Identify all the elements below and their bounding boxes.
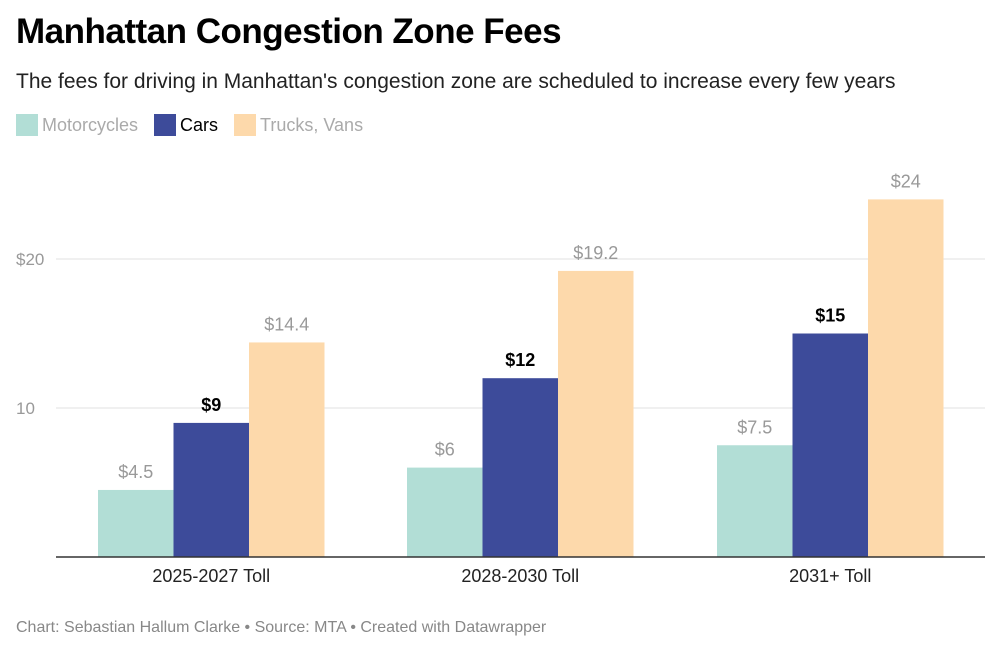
bar-trucks-vans-0 [249, 342, 325, 557]
data-label-cars-2: $15 [815, 306, 845, 326]
data-label-motorcycles-0: $4.5 [118, 462, 153, 482]
legend-label-motorcycles: Motorcycles [42, 114, 139, 135]
bar-motorcycles-2 [717, 445, 793, 557]
bar-cars-0 [173, 422, 249, 557]
bar-trucks-vans-1 [558, 270, 634, 557]
chart-footer: Chart: Sebastian Hallum Clarke • Source:… [16, 619, 547, 636]
chart-title: Manhattan Congestion Zone Fees [16, 12, 562, 51]
legend-swatch-trucks [234, 114, 257, 136]
x-tick-label-1: 2028-2030 Toll [461, 566, 579, 586]
legend-swatch-motorcycles [16, 114, 38, 136]
data-label-trucks-vans-0: $14.4 [264, 314, 309, 334]
legend-item-motorcycles: Motorcycles [16, 114, 138, 136]
data-label-cars-0: $9 [201, 395, 221, 415]
legend-label-cars: Cars [180, 114, 219, 135]
bar-chart: 10 $20 $4.5 $9 $14.4 2025-2027 Toll $6 $12 $19.2… [16, 171, 985, 586]
bar-motorcycles-0 [98, 489, 174, 557]
x-tick-label-0: 2025-2027 Toll [152, 566, 270, 586]
bar-cars-1 [482, 378, 558, 557]
x-tick-label-2: 2031+ Toll [789, 566, 871, 586]
legend-item-trucks: Trucks, Vans [234, 114, 363, 136]
data-label-motorcycles-2: $7.5 [737, 417, 772, 437]
legend-item-cars: Cars [154, 114, 218, 136]
legend: Motorcycles Cars Trucks, Vans [16, 114, 379, 136]
chart-subtitle: The fees for driving in Manhattan's cong… [16, 70, 896, 93]
legend-swatch-cars [154, 114, 177, 136]
data-label-trucks-vans-1: $19.2 [573, 243, 618, 263]
data-label-motorcycles-1: $6 [435, 440, 455, 460]
y-tick-label-10: 10 [16, 399, 35, 418]
legend-label-trucks: Trucks, Vans [260, 114, 364, 135]
bar-motorcycles-1 [407, 467, 483, 557]
y-tick-label-20: $20 [16, 250, 44, 269]
data-label-trucks-vans-2: $24 [891, 171, 921, 191]
bar-cars-2 [792, 333, 868, 557]
bar-trucks-vans-2 [868, 199, 944, 557]
data-label-cars-1: $12 [505, 350, 535, 370]
